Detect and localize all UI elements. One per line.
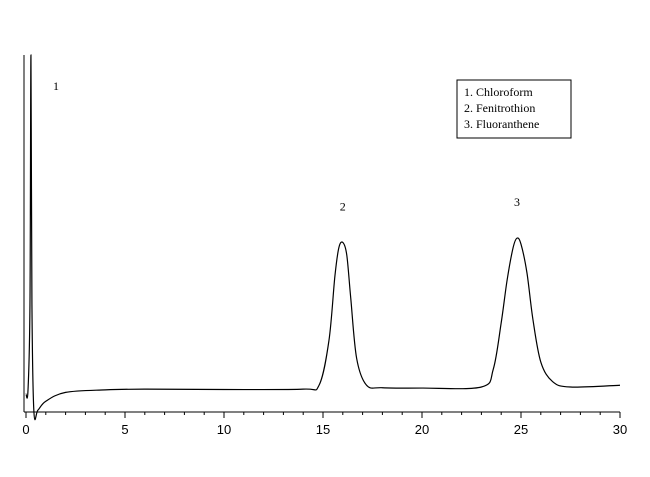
chromatogram-trace	[25, 54, 621, 421]
x-tick-label: 30	[613, 422, 627, 437]
legend-entry: 1. Chloroform	[464, 85, 533, 99]
peak-label-1: 1	[53, 79, 59, 93]
legend-box	[456, 79, 572, 139]
peak-label-2: 2	[340, 199, 346, 213]
peak-label-3: 3	[514, 195, 520, 209]
x-tick-label: 15	[316, 422, 330, 437]
x-tick-label: 0	[22, 422, 29, 437]
legend-entry: 3. Fluoranthene	[464, 117, 539, 131]
x-tick-label: 25	[514, 422, 528, 437]
x-tick-label: 10	[217, 422, 231, 437]
legend: 1. Chloroform 2. Fenitrothion 3. Fluoranth…	[456, 79, 572, 139]
peak-labels: 1 2 3	[53, 79, 520, 213]
x-tick-label: 5	[121, 422, 128, 437]
legend-entry: 2. Fenitrothion	[464, 101, 535, 115]
x-ticks: 0 5 10 15 20 25 30	[22, 412, 627, 437]
x-tick-label: 20	[415, 422, 429, 437]
